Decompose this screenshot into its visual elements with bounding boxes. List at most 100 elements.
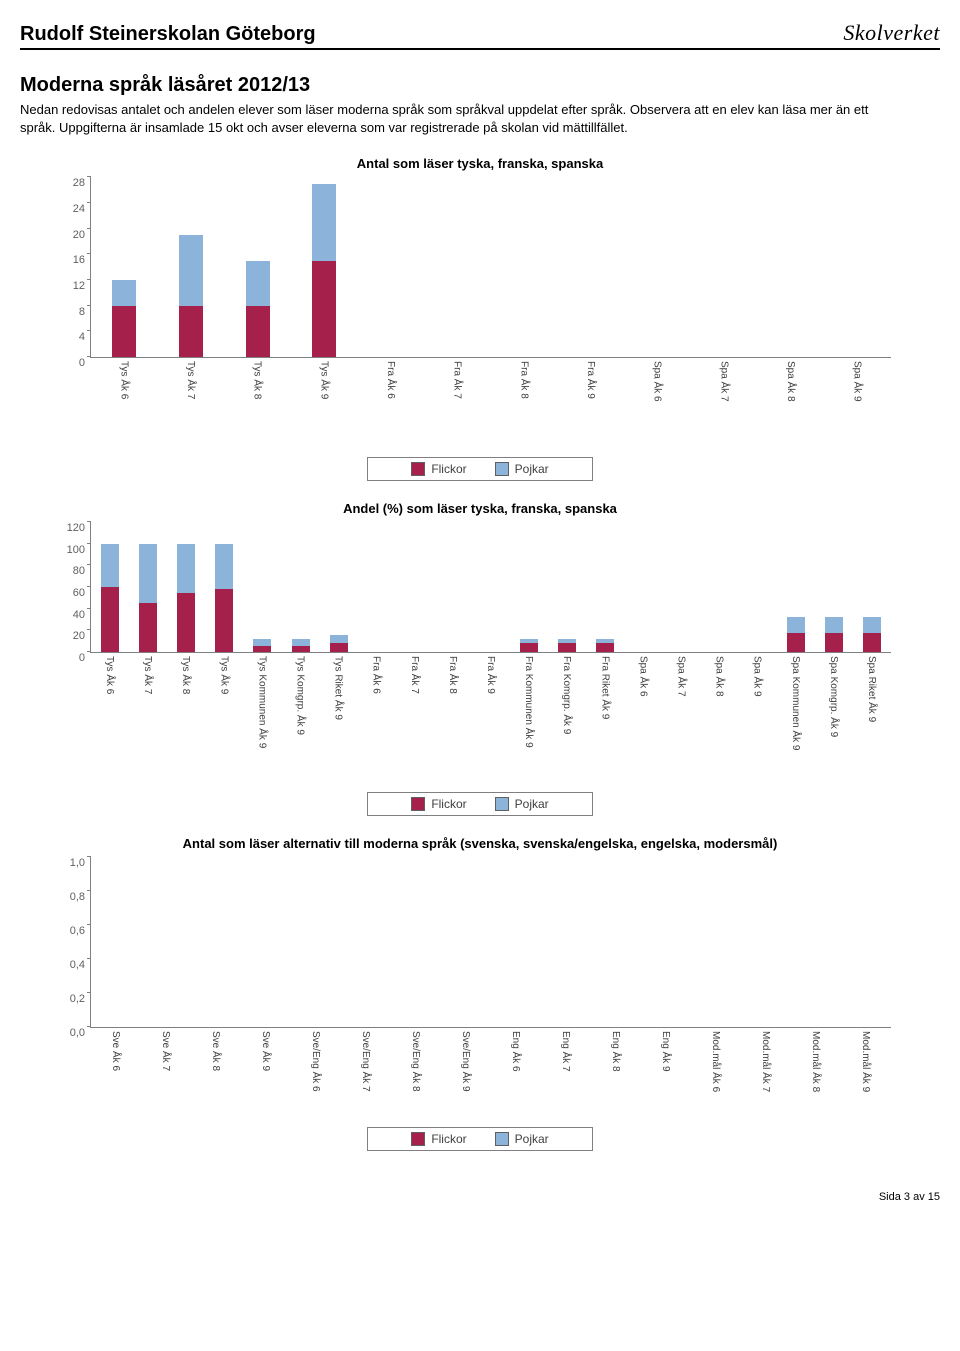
x-label: Sve Åk 9 <box>260 1027 271 1071</box>
bar-group <box>520 522 538 652</box>
bar-group <box>444 522 462 652</box>
bar-group <box>446 177 470 357</box>
x-label: Sve Åk 6 <box>110 1027 121 1071</box>
bar-group <box>207 857 225 1027</box>
x-label: Fra Åk 8 <box>518 357 529 399</box>
bar-group <box>107 857 125 1027</box>
legend-pojkar: Pojkar <box>495 462 549 476</box>
legend-flickor: Flickor <box>411 1132 466 1146</box>
bar-group <box>379 177 403 357</box>
bar-flickor <box>101 587 119 652</box>
y-tick: 0,8 <box>70 891 91 903</box>
bar-pojkar <box>246 261 270 306</box>
x-label: Fra Åk 9 <box>585 357 596 399</box>
x-label: Fra Åk 8 <box>447 652 458 694</box>
y-tick: 40 <box>73 609 91 621</box>
x-label: Eng Åk 7 <box>560 1027 571 1072</box>
y-tick: 1,0 <box>70 857 91 869</box>
y-tick: 24 <box>73 203 91 215</box>
chart2-legend: Flickor Pojkar <box>367 792 593 816</box>
x-label: Tys Komgrp. Åk 9 <box>295 652 306 735</box>
x-label: Spa Åk 8 <box>785 357 796 402</box>
x-label: Spa Åk 6 <box>652 357 663 402</box>
legend-pojkar: Pojkar <box>495 1132 549 1146</box>
bar-pojkar <box>312 184 336 261</box>
y-tick: 12 <box>73 280 91 292</box>
bar-group <box>825 522 843 652</box>
y-tick: 80 <box>73 565 91 577</box>
x-label: Spa Riket Åk 9 <box>866 652 877 722</box>
bar-pojkar <box>292 639 310 646</box>
x-label: Sve Åk 8 <box>210 1027 221 1071</box>
y-tick: 20 <box>73 630 91 642</box>
bar-flickor <box>520 643 538 652</box>
bar-pojkar <box>215 544 233 590</box>
x-label: Sve/Eng Åk 7 <box>360 1027 371 1092</box>
intro-text: Nedan redovisas antalet och andelen elev… <box>20 101 900 136</box>
x-label: Tys Riket Åk 9 <box>333 652 344 720</box>
bar-pojkar <box>596 639 614 643</box>
x-label: Tys Åk 8 <box>252 357 263 399</box>
bar-group <box>112 177 136 357</box>
bar-group <box>507 857 525 1027</box>
x-label: Fra Åk 7 <box>452 357 463 399</box>
bar-group <box>657 857 675 1027</box>
bar-group <box>807 857 825 1027</box>
bar-flickor <box>596 643 614 652</box>
bar-group <box>558 522 576 652</box>
bar-group <box>177 522 195 652</box>
page-header: Rudolf Steinerskolan Göteborg Skolverket <box>20 20 940 50</box>
legend-flickor: Flickor <box>411 797 466 811</box>
bar-group <box>253 522 271 652</box>
bar-group <box>292 522 310 652</box>
bar-group <box>157 857 175 1027</box>
x-label: Fra Riket Åk 9 <box>599 652 610 719</box>
x-label: Tys Åk 8 <box>180 652 191 694</box>
bar-group <box>406 522 424 652</box>
x-label: Tys Åk 6 <box>104 652 115 694</box>
bar-group <box>312 177 336 357</box>
bar-flickor <box>312 261 336 357</box>
y-tick: 0 <box>79 652 91 664</box>
bar-group <box>368 522 386 652</box>
y-tick: 28 <box>73 177 91 189</box>
bar-group <box>749 522 767 652</box>
chart3-title: Antal som läser alternativ till moderna … <box>20 836 940 851</box>
chart1-legend: Flickor Pojkar <box>367 457 593 481</box>
bar-pojkar <box>863 617 881 632</box>
y-tick: 60 <box>73 587 91 599</box>
bar-group <box>330 522 348 652</box>
school-name: Rudolf Steinerskolan Göteborg <box>20 23 316 46</box>
x-label: Spa Åk 8 <box>714 652 725 697</box>
bar-pojkar <box>558 639 576 643</box>
y-tick: 0,4 <box>70 959 91 971</box>
y-tick: 16 <box>73 254 91 266</box>
bar-group <box>757 857 775 1027</box>
bar-flickor <box>215 589 233 652</box>
bar-pojkar <box>330 635 348 644</box>
x-label: Sve/Eng Åk 8 <box>410 1027 421 1092</box>
bar-group <box>139 522 157 652</box>
bar-group <box>779 177 803 357</box>
x-label: Mod.mål Åk 9 <box>860 1027 871 1092</box>
bar-group <box>646 177 670 357</box>
chart1-title: Antal som läser tyska, franska, spanska <box>20 156 940 171</box>
bar-group <box>634 522 652 652</box>
x-label: Spa Åk 6 <box>637 652 648 697</box>
bar-group <box>863 522 881 652</box>
bar-flickor <box>863 633 881 653</box>
x-label: Eng Åk 9 <box>660 1027 671 1072</box>
x-label: Spa Komgrp. Åk 9 <box>828 652 839 737</box>
y-tick: 0,6 <box>70 925 91 937</box>
x-label: Fra Åk 6 <box>385 357 396 399</box>
bar-group <box>846 177 870 357</box>
bar-pojkar <box>179 235 203 306</box>
bar-group <box>711 522 729 652</box>
x-label: Sve Åk 7 <box>160 1027 171 1071</box>
bar-flickor <box>558 643 576 652</box>
bar-flickor <box>825 633 843 653</box>
legend-flickor: Flickor <box>411 462 466 476</box>
x-label: Mod.mål Åk 6 <box>710 1027 721 1092</box>
page-footer: Sida 3 av 15 <box>20 1191 940 1203</box>
bar-flickor <box>330 643 348 652</box>
